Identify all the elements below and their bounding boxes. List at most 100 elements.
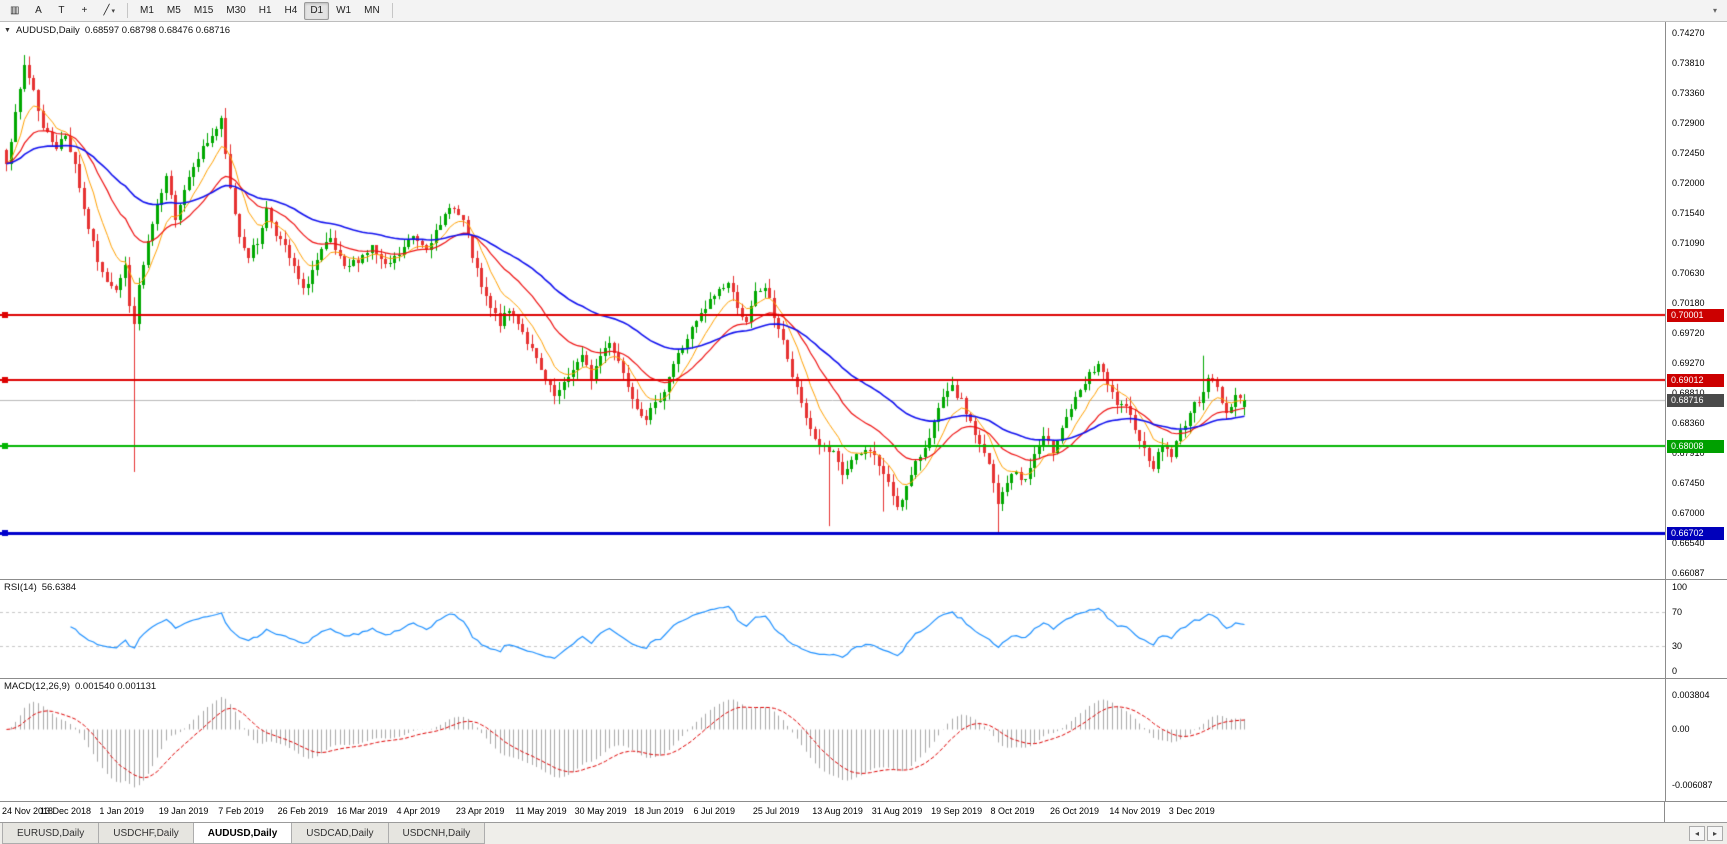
macd-tick: 0.00 (1672, 724, 1690, 735)
date-label: 24 Nov 2018 (2, 806, 54, 816)
text-tool-button[interactable]: T (51, 2, 73, 20)
date-label: 4 Apr 2019 (396, 806, 440, 816)
crosshair-tool-button[interactable]: + (74, 2, 96, 20)
toolbar-overflow-button[interactable]: ▾ (1707, 2, 1723, 20)
price-chart-canvas[interactable] (0, 22, 1665, 579)
macd-tick: -0.006087 (1672, 780, 1713, 791)
date-label: 11 May 2019 (515, 806, 567, 816)
date-label: 25 Jul 2019 (752, 806, 800, 816)
tab-eurusd-daily[interactable]: EURUSD,Daily (2, 823, 100, 844)
price-axis[interactable]: 0.74270 0.73810 0.73360 0.72900 0.72450 0.720… (1665, 22, 1727, 579)
price-tick: 0.74270 (1672, 27, 1705, 38)
date-label: 31 Aug 2019 (871, 806, 923, 816)
date-label: 14 Nov 2019 (1109, 806, 1161, 816)
rsi-axis[interactable]: 100 70 30 0 (1665, 580, 1727, 678)
price-tick: 0.66540 (1672, 538, 1705, 549)
current-price-badge: 0.68716 (1667, 393, 1724, 407)
macd-values: 0.001540 0.001131 (75, 681, 157, 692)
price-tick: 0.73810 (1672, 57, 1705, 68)
rsi-tick: 100 (1672, 582, 1688, 592)
collapse-icon[interactable]: ▼ (4, 27, 11, 34)
date-label: 23 Apr 2019 (455, 806, 505, 816)
tab-usdchf-daily[interactable]: USDCHF,Daily (98, 823, 194, 844)
date-label: 13 Dec 2018 (39, 806, 92, 816)
date-label: 19 Jan 2019 (158, 806, 209, 816)
price-tick: 0.68360 (1672, 418, 1705, 429)
rsi-canvas[interactable] (0, 580, 1665, 678)
tab-label: USDCAD,Daily (306, 827, 374, 839)
price-tick: 0.71090 (1672, 237, 1705, 248)
rsi-label: RSI(14) 56.6384 (4, 582, 76, 593)
rsi-value: 56.6384 (41, 582, 77, 593)
chevron-down-icon: ▾ (111, 7, 115, 15)
date-label: 1 Jan 2019 (99, 806, 144, 816)
chart-bars-icon[interactable]: ▥ (4, 2, 27, 20)
chart-ohlc: 0.68597 0.68798 0.68476 0.68716 (84, 25, 231, 36)
price-tick: 0.66087 (1672, 568, 1705, 579)
tool-icon: ▥ (10, 4, 20, 16)
tabs-scroll-left-button[interactable]: ◂ (1689, 826, 1705, 841)
date-label: 13 Aug 2019 (812, 806, 863, 816)
price-tick: 0.73360 (1672, 87, 1705, 98)
rsi-panel: RSI(14) 56.6384 100 70 30 0 (0, 580, 1727, 679)
macd-name: MACD(12,26,9) (4, 681, 70, 692)
price-tick: 0.67000 (1672, 507, 1705, 518)
chart-symbol: AUDUSD,Daily (15, 25, 80, 36)
price-tick: 0.70630 (1672, 268, 1705, 279)
timeframe-mn[interactable]: MN (358, 2, 386, 20)
tool-icon: + (81, 4, 88, 16)
macd-tick: 0.003804 (1672, 689, 1710, 700)
tab-label: EURUSD,Daily (17, 827, 85, 839)
price-tick: 0.70180 (1672, 297, 1705, 308)
macd-panel: MACD(12,26,9) 0.001540 0.001131 0.003804… (0, 679, 1727, 802)
timeframe-h4[interactable]: H4 (279, 2, 304, 20)
timeframe-m15[interactable]: M15 (188, 2, 219, 20)
macd-axis[interactable]: 0.003804 0.00 -0.006087 (1665, 679, 1727, 801)
price-tick: 0.69720 (1672, 328, 1705, 339)
price-tick: 0.67450 (1672, 478, 1705, 489)
timeframe-m1[interactable]: M1 (134, 2, 160, 20)
date-label: 18 Jun 2019 (634, 806, 684, 816)
cursor-tool-button[interactable]: A (28, 2, 50, 20)
rsi-tick: 0 (1672, 666, 1678, 676)
chart-tabs: EURUSD,Daily USDCHF,Daily AUDUSD,Daily U… (2, 823, 486, 844)
price-tick: 0.72000 (1672, 177, 1705, 188)
price-tick: 0.71540 (1672, 207, 1705, 218)
tab-label: USDCNH,Daily (402, 827, 471, 839)
timeframe-w1[interactable]: W1 (330, 2, 357, 20)
rsi-tick: 30 (1672, 640, 1683, 651)
tab-usdcnh-daily[interactable]: USDCNH,Daily (387, 823, 486, 844)
date-label: 6 Jul 2019 (693, 806, 736, 816)
timeframe-m30[interactable]: M30 (220, 2, 251, 20)
toolbar: ▥ A T + ╱ ▾ M1 M5 M15 M30 H1 H4 D1 W1 MN (0, 0, 1727, 22)
date-label: 7 Feb 2019 (218, 806, 264, 816)
resistance-level-badge-1: 0.70001 (1667, 308, 1724, 322)
tab-usdcad-daily[interactable]: USDCAD,Daily (291, 823, 389, 844)
price-tick: 0.72900 (1672, 118, 1705, 129)
tool-buttons: ▥ A T + ╱ ▾ (4, 2, 121, 20)
tabs-scroll-right-button[interactable]: ▸ (1707, 826, 1723, 841)
support-level-badge: 0.68008 (1667, 440, 1724, 454)
date-label: 26 Feb 2019 (277, 806, 329, 816)
price-tick: 0.68810 (1672, 388, 1705, 398)
timeframe-buttons: M1 M5 M15 M30 H1 H4 D1 W1 MN (134, 1, 386, 20)
macd-canvas[interactable] (0, 679, 1665, 801)
date-label: 8 Oct 2019 (990, 806, 1035, 816)
tab-scroll-controls: ◂ ▸ (1685, 823, 1727, 844)
time-axis[interactable]: 24 Nov 2018 13 Dec 2018 1 Jan 2019 19 Jan 2… (0, 802, 1727, 822)
date-label: 19 Sep 2019 (931, 806, 983, 816)
macd-label: MACD(12,26,9) 0.001540 0.001131 (4, 681, 156, 692)
date-label: 30 May 2019 (574, 806, 627, 816)
tab-label: USDCHF,Daily (113, 827, 179, 839)
timeframe-d1[interactable]: D1 (304, 1, 330, 20)
toolbar-separator (391, 3, 393, 18)
date-label: 3 Dec 2019 (1168, 806, 1215, 816)
date-label: 16 Mar 2019 (337, 806, 388, 816)
timeframe-m5[interactable]: M5 (161, 2, 187, 20)
timeframe-h1[interactable]: H1 (253, 2, 278, 20)
axis-corner-line (1664, 802, 1665, 822)
tab-audusd-daily[interactable]: AUDUSD,Daily (192, 823, 293, 844)
date-label: 26 Oct 2019 (1049, 806, 1099, 816)
trendline-tools-button[interactable]: ╱ ▾ (97, 2, 121, 20)
tool-icon: ╱ (103, 4, 110, 16)
